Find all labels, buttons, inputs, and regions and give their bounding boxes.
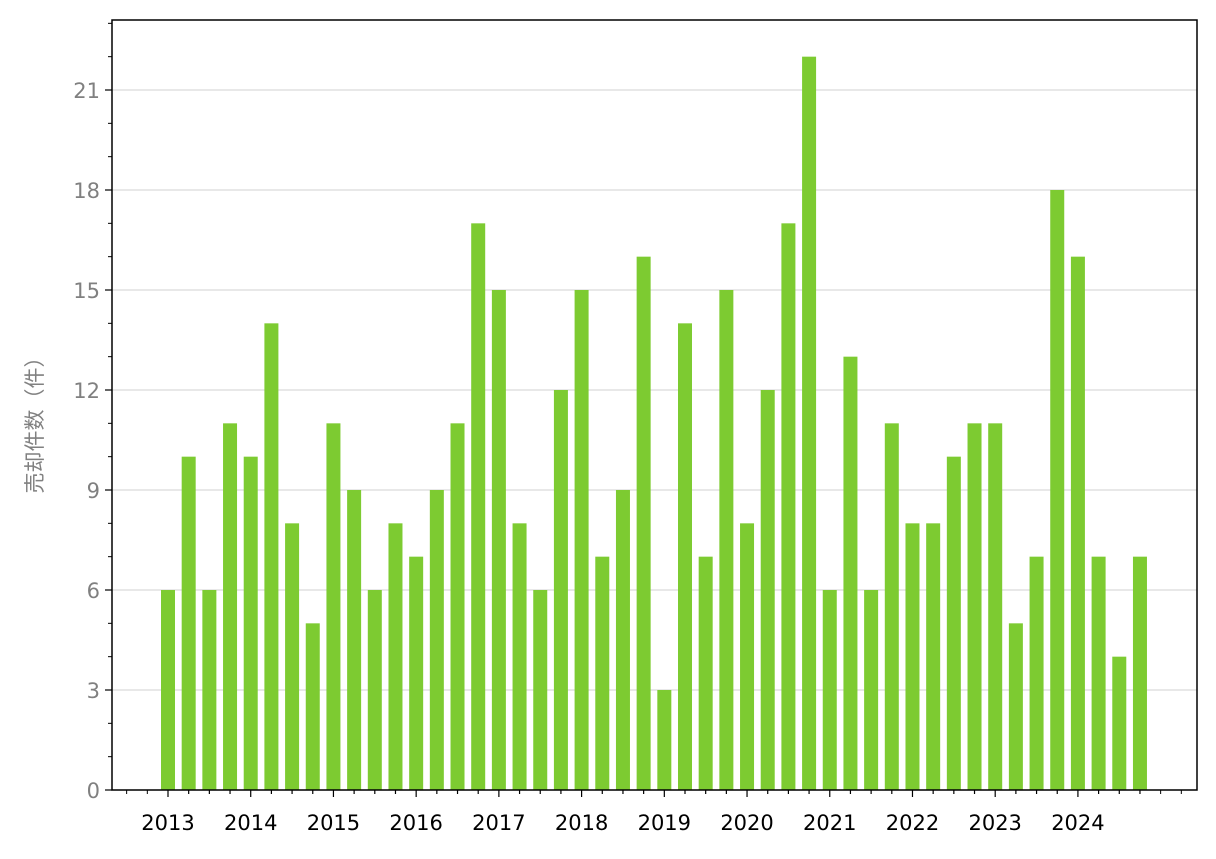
bar xyxy=(202,590,217,790)
bar xyxy=(884,423,899,790)
plot-frame xyxy=(111,19,1198,791)
y-tick-label: 21 xyxy=(73,79,100,103)
bar xyxy=(409,556,424,790)
bar xyxy=(595,556,610,790)
bar xyxy=(636,256,651,791)
bar xyxy=(388,523,403,790)
bar xyxy=(264,323,279,790)
y-tick-label: 0 xyxy=(87,779,100,803)
y-tick-label: 9 xyxy=(87,479,100,503)
y-tick-label: 15 xyxy=(73,279,100,303)
bar xyxy=(512,523,527,790)
bar xyxy=(802,56,817,790)
bar xyxy=(615,490,630,790)
bar xyxy=(429,490,444,790)
bar xyxy=(553,390,568,790)
x-tick-label: 2014 xyxy=(224,811,277,835)
y-tick-label: 3 xyxy=(87,679,100,703)
bar xyxy=(161,590,175,790)
x-tick-label: 2016 xyxy=(389,811,442,835)
bar xyxy=(326,423,341,790)
bar xyxy=(1050,190,1065,790)
bar xyxy=(533,590,548,790)
bar xyxy=(988,423,1003,790)
bar xyxy=(946,456,961,790)
bar xyxy=(223,423,238,790)
x-tick-label: 2013 xyxy=(141,811,194,835)
bar xyxy=(657,690,672,790)
bar xyxy=(491,290,506,790)
bar xyxy=(1029,556,1044,790)
y-tick-label: 12 xyxy=(73,379,100,403)
bar xyxy=(471,223,486,791)
x-tick-label: 2020 xyxy=(720,811,773,835)
bar xyxy=(1132,556,1147,790)
x-tick-label: 2023 xyxy=(968,811,1021,835)
x-tick-label: 2017 xyxy=(472,811,525,835)
bar xyxy=(574,290,589,790)
bar xyxy=(760,390,775,790)
bar xyxy=(698,556,713,790)
bar xyxy=(678,323,692,790)
bar xyxy=(305,623,320,790)
x-tick-label: 2019 xyxy=(638,811,691,835)
bar xyxy=(864,590,879,790)
bar xyxy=(740,523,755,790)
bar xyxy=(450,423,465,790)
bar xyxy=(285,523,300,790)
y-axis-label: 売却件数（件） xyxy=(23,347,47,494)
bar xyxy=(347,490,362,790)
bar xyxy=(1091,556,1106,790)
bar xyxy=(843,356,858,790)
y-tick-label: 18 xyxy=(73,179,100,203)
bar xyxy=(181,456,196,790)
bar xyxy=(1070,256,1085,791)
bar xyxy=(1112,656,1127,790)
x-tick-label: 2022 xyxy=(886,811,939,835)
x-tick-label: 2018 xyxy=(555,811,608,835)
x-tick-label: 2015 xyxy=(307,811,360,835)
bar xyxy=(243,456,258,790)
bar xyxy=(781,223,796,791)
bar xyxy=(967,423,982,790)
bar xyxy=(719,290,734,790)
bar xyxy=(926,523,941,790)
x-tick-label: 2024 xyxy=(1051,811,1104,835)
bar xyxy=(367,590,382,790)
y-tick-label: 6 xyxy=(87,579,100,603)
x-tick-label: 2021 xyxy=(803,811,856,835)
bar xyxy=(905,523,920,790)
bar xyxy=(822,590,837,790)
bar xyxy=(1008,623,1023,790)
